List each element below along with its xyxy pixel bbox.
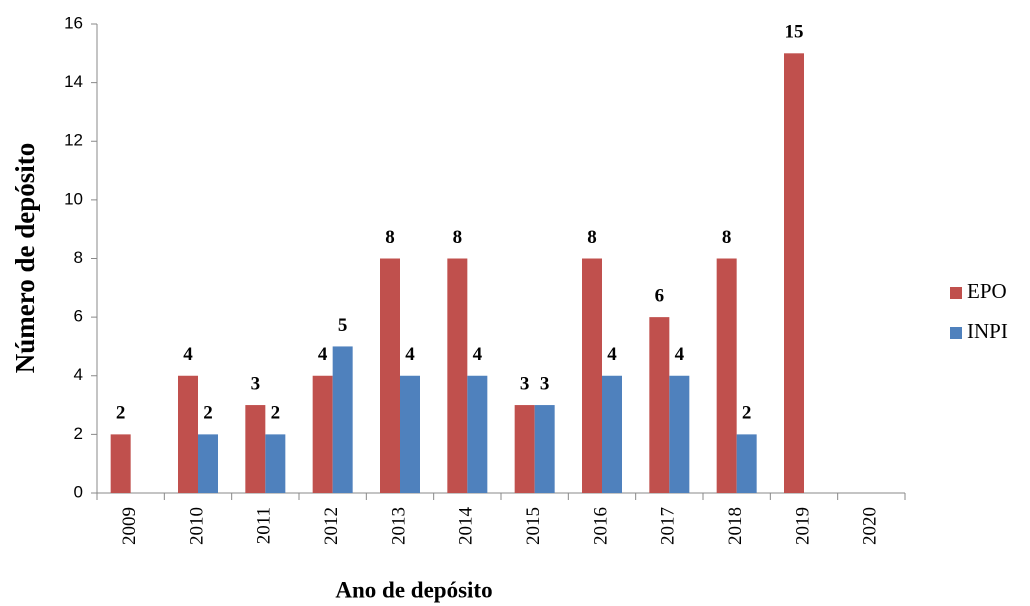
bar bbox=[312, 375, 333, 493]
data-label: 5 bbox=[338, 315, 348, 336]
bar bbox=[467, 375, 488, 493]
bar bbox=[198, 434, 218, 493]
y-tick-label: 6 bbox=[74, 307, 83, 326]
legend-swatch bbox=[950, 287, 962, 299]
x-tick-label: 2017 bbox=[658, 507, 679, 545]
x-tick-label: 2018 bbox=[725, 507, 746, 545]
data-label: 6 bbox=[655, 285, 665, 306]
data-label: 4 bbox=[473, 344, 483, 365]
data-label: 2 bbox=[742, 403, 752, 424]
y-tick-label: 14 bbox=[64, 72, 83, 91]
y-tick-label: 0 bbox=[74, 482, 83, 501]
data-label: 4 bbox=[405, 344, 415, 365]
x-tick-label: 2013 bbox=[388, 507, 409, 545]
bar bbox=[716, 258, 737, 493]
legend-label: EPO bbox=[967, 279, 1007, 303]
data-label: 15 bbox=[785, 22, 804, 43]
bar bbox=[784, 53, 804, 493]
data-label: 3 bbox=[520, 373, 530, 394]
x-tick-label: 2012 bbox=[321, 507, 342, 545]
bar bbox=[245, 405, 266, 493]
y-axis-title: Número de depósito bbox=[10, 143, 40, 374]
bar bbox=[447, 258, 468, 493]
data-label: 4 bbox=[318, 344, 328, 365]
x-tick-label: 2019 bbox=[792, 507, 813, 545]
y-tick-label: 10 bbox=[64, 189, 83, 208]
y-tick-label: 2 bbox=[74, 424, 83, 443]
y-tick-label: 4 bbox=[74, 365, 83, 384]
data-label: 8 bbox=[587, 227, 597, 248]
bar bbox=[669, 375, 690, 493]
data-label: 2 bbox=[203, 403, 213, 424]
data-label: 8 bbox=[453, 227, 463, 248]
y-tick-label: 8 bbox=[74, 248, 83, 267]
data-label: 4 bbox=[675, 344, 685, 365]
x-tick-label: 2010 bbox=[186, 507, 207, 545]
bar bbox=[400, 375, 420, 493]
data-label: 8 bbox=[385, 227, 395, 248]
x-axis-title: Ano de depósito bbox=[335, 577, 492, 602]
bar bbox=[602, 375, 622, 493]
bar bbox=[380, 258, 400, 493]
legend-label: INPI bbox=[967, 319, 1008, 343]
x-tick-label: 2016 bbox=[590, 507, 611, 545]
data-label: 4 bbox=[183, 344, 193, 365]
bar bbox=[582, 258, 602, 493]
bar bbox=[736, 434, 757, 493]
data-label: 8 bbox=[722, 227, 732, 248]
bar bbox=[178, 375, 198, 493]
x-tick-label: 2014 bbox=[456, 507, 477, 546]
bar bbox=[110, 434, 131, 493]
bar bbox=[265, 434, 286, 493]
x-tick-label: 2009 bbox=[119, 507, 140, 545]
legend-swatch bbox=[950, 327, 962, 339]
bar bbox=[332, 346, 353, 493]
data-label: 4 bbox=[607, 344, 617, 365]
y-tick-label: 12 bbox=[64, 131, 83, 150]
data-label: 2 bbox=[271, 403, 281, 424]
x-tick-label: 2020 bbox=[860, 507, 881, 545]
data-label: 2 bbox=[116, 403, 126, 424]
bar bbox=[649, 317, 670, 493]
bar bbox=[534, 405, 555, 493]
bar bbox=[514, 405, 535, 493]
y-tick-label: 16 bbox=[64, 13, 83, 32]
x-tick-label: 2011 bbox=[254, 507, 275, 544]
x-tick-label: 2015 bbox=[523, 507, 544, 545]
data-label: 3 bbox=[251, 373, 261, 394]
data-label: 3 bbox=[540, 373, 550, 394]
